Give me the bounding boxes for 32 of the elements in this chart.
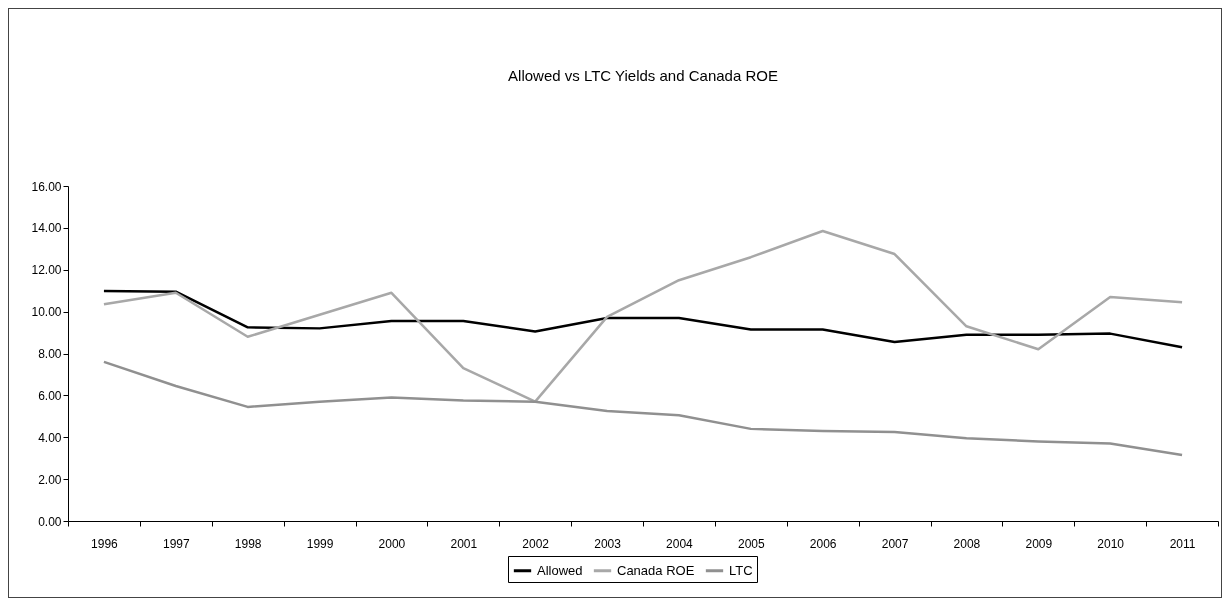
y-tick-label: 10.00 <box>31 305 62 320</box>
y-tick-label: 12.00 <box>31 263 62 278</box>
legend-label: Allowed <box>537 562 583 578</box>
chart-title: Allowed vs LTC Yields and Canada ROE <box>508 67 778 84</box>
x-tick-label: 2008 <box>953 536 981 551</box>
x-tick-label: 2005 <box>737 536 765 551</box>
y-tick-label: 4.00 <box>38 430 62 445</box>
y-tick-label: 0.00 <box>38 514 62 529</box>
x-tick-label: 1996 <box>91 536 119 551</box>
line-series <box>102 289 1184 349</box>
x-tick-label: 2006 <box>809 536 837 551</box>
x-tick-label: 2003 <box>594 536 622 551</box>
x-tick-label: 2004 <box>666 536 694 551</box>
y-tick-label: 16.00 <box>31 179 62 194</box>
x-tick-label: 1999 <box>306 536 334 551</box>
line-series <box>102 229 1184 403</box>
y-tick-label: 6.00 <box>38 388 62 403</box>
x-tick-label: 2002 <box>522 536 550 551</box>
legend-label: LTC <box>729 562 753 578</box>
x-tick-label: 2007 <box>881 536 909 551</box>
x-tick-label: 2011 <box>1169 536 1196 551</box>
legend-label: Canada ROE <box>617 562 695 578</box>
line-series <box>102 360 1184 457</box>
y-tick-label: 2.00 <box>38 472 62 487</box>
x-tick-label: 1997 <box>162 536 190 551</box>
y-tick-label: 8.00 <box>38 347 62 361</box>
x-tick-label: 2000 <box>378 536 406 551</box>
x-tick-label: 1998 <box>234 536 262 551</box>
x-tick-label: 2001 <box>450 536 478 551</box>
x-tick-label: 2009 <box>1025 536 1053 551</box>
y-tick-label: 14.00 <box>31 221 62 236</box>
x-tick-label: 2010 <box>1097 536 1125 551</box>
